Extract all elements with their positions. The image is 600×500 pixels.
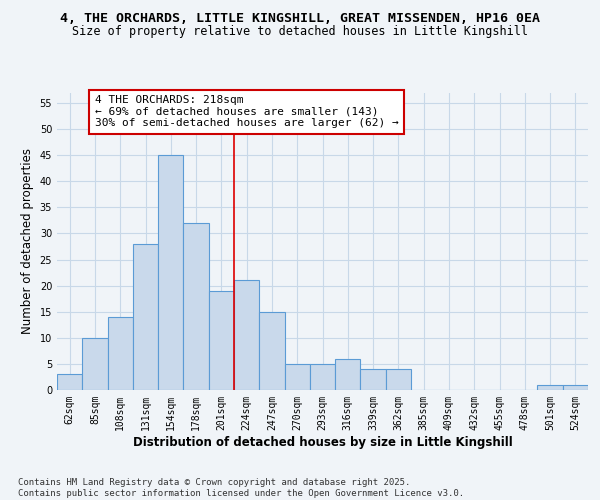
Bar — [361, 369, 386, 390]
Bar — [335, 358, 361, 390]
Y-axis label: Number of detached properties: Number of detached properties — [21, 148, 34, 334]
Text: 4 THE ORCHARDS: 218sqm
← 69% of detached houses are smaller (143)
30% of semi-de: 4 THE ORCHARDS: 218sqm ← 69% of detached… — [95, 95, 398, 128]
Bar — [107, 317, 133, 390]
Bar — [184, 223, 209, 390]
Bar — [538, 385, 563, 390]
Bar — [57, 374, 82, 390]
Bar — [310, 364, 335, 390]
Bar — [234, 280, 259, 390]
Bar — [386, 369, 411, 390]
Bar — [284, 364, 310, 390]
Text: Size of property relative to detached houses in Little Kingshill: Size of property relative to detached ho… — [72, 25, 528, 38]
Bar — [563, 385, 588, 390]
Bar — [259, 312, 284, 390]
X-axis label: Distribution of detached houses by size in Little Kingshill: Distribution of detached houses by size … — [133, 436, 512, 448]
Bar — [133, 244, 158, 390]
Text: Contains HM Land Registry data © Crown copyright and database right 2025.
Contai: Contains HM Land Registry data © Crown c… — [18, 478, 464, 498]
Bar — [209, 291, 234, 390]
Bar — [82, 338, 107, 390]
Text: 4, THE ORCHARDS, LITTLE KINGSHILL, GREAT MISSENDEN, HP16 0EA: 4, THE ORCHARDS, LITTLE KINGSHILL, GREAT… — [60, 12, 540, 26]
Bar — [158, 155, 184, 390]
